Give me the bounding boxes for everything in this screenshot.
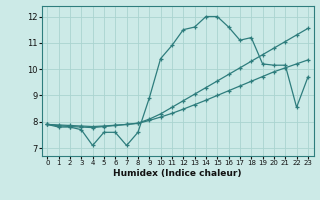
X-axis label: Humidex (Indice chaleur): Humidex (Indice chaleur) — [113, 169, 242, 178]
